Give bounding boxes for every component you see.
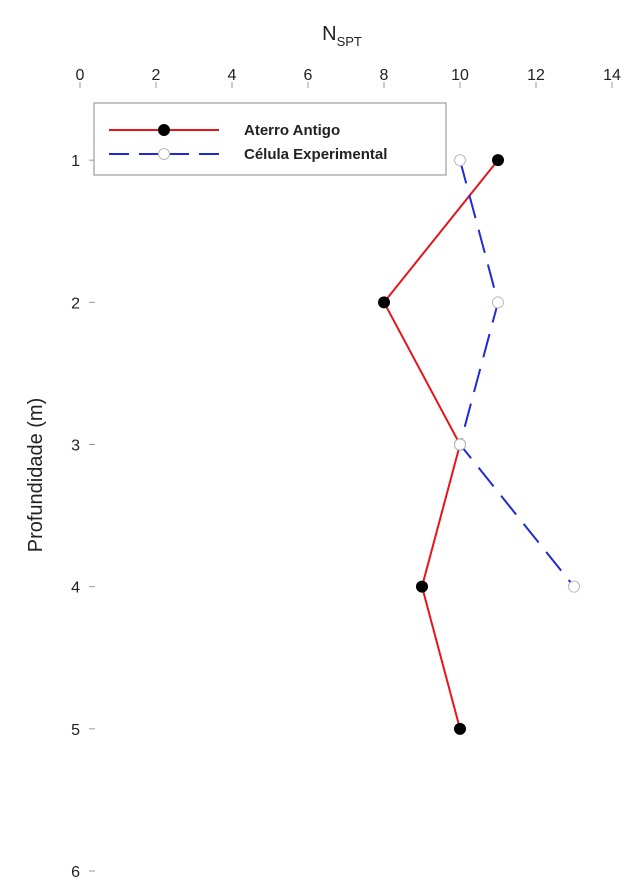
x-tick-label: 2: [152, 67, 161, 84]
data-point-celula-experimental: [492, 296, 504, 309]
y-tick-label: 5: [71, 722, 80, 739]
series-layer: [378, 154, 580, 735]
x-tick-label: 10: [451, 67, 469, 84]
series-line-celula-experimental: [459, 159, 575, 588]
x-tick-label: 6: [304, 67, 313, 84]
x-axis-title: NSPT: [322, 23, 362, 49]
x-axis-title-main: N: [322, 23, 336, 45]
y-tick-label: 6: [71, 864, 80, 881]
y-tick-label: 4: [71, 580, 80, 597]
data-point-aterro-antigo: [492, 154, 504, 167]
y-tick-label: 2: [71, 295, 80, 312]
legend-box: [93, 102, 447, 176]
data-point-celula-experimental: [454, 154, 466, 167]
legend-label-aterro-antigo: Aterro Antigo: [244, 122, 340, 139]
data-point-celula-experimental: [454, 438, 466, 451]
legend-marker-aterro-antigo: [158, 124, 170, 136]
x-tick-label: 14: [603, 67, 621, 84]
legend-marker-celula-experimental: [158, 148, 170, 160]
x-axis-title-subscript: SPT: [337, 34, 362, 49]
y-tick-label: 1: [71, 153, 80, 170]
data-point-aterro-antigo: [378, 296, 390, 309]
y-tick-label: 3: [71, 438, 80, 455]
y-axis: 1 2 3 4 5 6: [71, 153, 95, 881]
x-tick-label: 12: [527, 67, 545, 84]
x-tick-label: 0: [76, 67, 85, 84]
x-tick-label: 8: [380, 67, 389, 84]
data-point-aterro-antigo: [454, 722, 466, 735]
legend: Aterro Antigo Célula Experimental: [93, 102, 447, 176]
y-axis-title: Profundidade (m): [25, 398, 47, 553]
x-tick-label: 4: [228, 67, 237, 84]
series-line-aterro-antigo: [383, 159, 499, 730]
data-point-celula-experimental: [568, 580, 580, 593]
x-axis: 0 2 4 6 8 10 12 14: [76, 67, 621, 88]
legend-label-celula-experimental: Célula Experimental: [244, 146, 387, 163]
data-point-aterro-antigo: [416, 580, 428, 593]
